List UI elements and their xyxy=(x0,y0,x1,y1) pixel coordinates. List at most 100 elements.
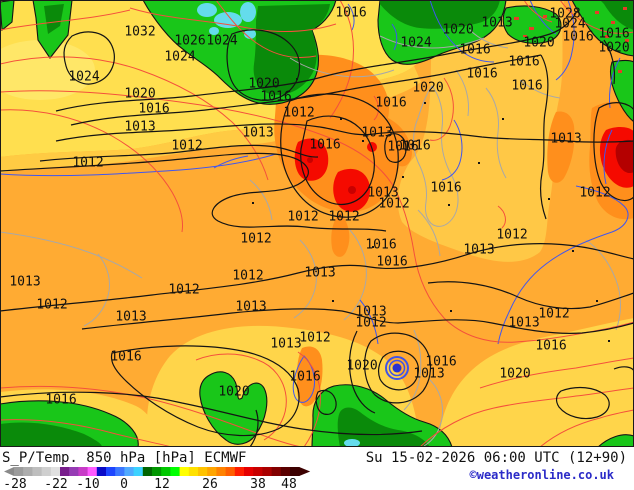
pressure-label: 1016 xyxy=(508,55,539,70)
colorbar-segment xyxy=(23,467,33,476)
colorbar-segment xyxy=(96,467,107,476)
colorbar-segment xyxy=(161,467,171,476)
colorbar-segment xyxy=(207,467,217,476)
pressure-label: 1012 xyxy=(299,331,330,346)
colorbar-segment xyxy=(14,467,24,476)
pressure-label: 1020 xyxy=(346,359,377,374)
isobar-lines xyxy=(0,0,634,448)
pressure-label: 1016 xyxy=(425,355,456,370)
pressure-label: 1020 xyxy=(598,41,629,56)
colorbar-tick-label: -10 xyxy=(76,477,99,490)
colorbar-tick-label: -28 xyxy=(3,477,26,490)
pressure-label: 1016 xyxy=(110,350,141,365)
pressure-label: 1020 xyxy=(248,77,279,92)
pressure-label: 1012 xyxy=(355,316,386,331)
colorbar-segment xyxy=(225,467,236,476)
pressure-label: 1012 xyxy=(579,186,610,201)
legend-bar: S_P/Temp. 850 hPa [hPa] ECMWF Su 15-02-2… xyxy=(0,447,634,490)
pressure-label: 1012 xyxy=(240,232,271,247)
pressure-label: 1012 xyxy=(168,283,199,298)
colorbar-tick-label: 26 xyxy=(202,477,218,490)
colorbar-segment xyxy=(262,467,272,476)
colorbar-segment xyxy=(170,467,180,476)
pressure-label: 1013 xyxy=(361,126,392,141)
colorbar-tick-label: 48 xyxy=(281,477,297,490)
pressure-label: 1016 xyxy=(511,79,542,94)
pressure-label: 1013 xyxy=(124,120,155,135)
product-label: S_P/Temp. 850 hPa [hPa] ECMWF xyxy=(2,450,247,466)
colorbar-segment xyxy=(152,467,162,476)
pressure-label: 1013 xyxy=(115,310,146,325)
pressure-label: 1020 xyxy=(218,385,249,400)
colorbar-segment xyxy=(188,467,199,476)
pressure-label: 1013 xyxy=(550,132,581,147)
colorbar-segment xyxy=(69,467,79,476)
pressure-label: 1013 xyxy=(508,316,539,331)
pressure-label: 1013 xyxy=(270,337,301,352)
pressure-label: 1020 xyxy=(499,367,530,382)
pressure-label: 1024 xyxy=(68,70,99,85)
colorbar-segment xyxy=(142,467,153,476)
colorbar-arrow xyxy=(4,467,14,476)
pressure-label: 1013 xyxy=(235,300,266,315)
pressure-label: 1013 xyxy=(367,186,398,201)
pressure-label: 1013 xyxy=(304,266,335,281)
colorbar-segment xyxy=(234,467,245,476)
pressure-label: 1013 xyxy=(355,305,386,320)
pressure-label: 1016 xyxy=(459,43,490,58)
pressure-label: 1016 xyxy=(562,30,593,45)
colorbar-segment xyxy=(41,467,52,476)
colorbar-segment xyxy=(216,467,226,476)
colorbar-tick-label: 38 xyxy=(250,477,266,490)
pressure-label: 1012 xyxy=(171,139,202,154)
pressure-label: 1024 xyxy=(400,36,431,51)
colorbar-segment xyxy=(244,467,254,476)
pressure-label: 1013 xyxy=(463,243,494,258)
colorbar-segment xyxy=(133,467,144,476)
pressure-label: 1013 xyxy=(481,16,512,31)
colorbar-tick-label: 12 xyxy=(154,477,170,490)
country-border-lines xyxy=(0,29,621,447)
colorbar-segment xyxy=(50,467,61,476)
pressure-label: 1016 xyxy=(535,339,566,354)
colorbar-tick-label: 0 xyxy=(120,477,128,490)
pressure-label: 1016 xyxy=(365,238,396,253)
mountain-speckles xyxy=(252,78,610,342)
pressure-label: 1012 xyxy=(287,210,318,225)
map-area: 1032 1026 1024 1024 1024 1020 1016 1020 1016 1013… xyxy=(0,0,634,448)
pressure-label: 1012 xyxy=(36,298,67,313)
temperature-colorbar: -28 -22 -10 0 12 26 38 48 xyxy=(3,467,311,490)
pressure-label: 1020 xyxy=(412,81,443,96)
pressure-label: 1016 xyxy=(466,67,497,82)
datetime-label: Su 15-02-2026 06:00 UTC (12+90) xyxy=(365,450,627,466)
pressure-label: 1012 xyxy=(496,228,527,243)
pressure-label: 1016 xyxy=(430,181,461,196)
pressure-label: 1012 xyxy=(378,197,409,212)
pressure-label: 1024 xyxy=(164,50,195,65)
pressure-label: 1024 xyxy=(206,34,237,49)
pressure-label: 1024 xyxy=(554,17,585,32)
colorbar-arrow xyxy=(299,467,311,476)
pressure-label: 1012 xyxy=(72,156,103,171)
colorbar-segment xyxy=(106,467,116,476)
copyright-link[interactable]: ©weatheronline.co.uk xyxy=(469,468,615,482)
colorbar-segment xyxy=(60,467,70,476)
pressure-label: 1016 xyxy=(335,6,366,21)
pressure-label: 1016 xyxy=(309,138,340,153)
colorbar-segment xyxy=(253,467,263,476)
pressure-label: 1026 xyxy=(174,34,205,49)
colorbar-segment xyxy=(280,467,291,476)
pressure-label: 1020 xyxy=(442,23,473,38)
colorbar-segment xyxy=(179,467,190,476)
colorbar-segment xyxy=(87,467,98,476)
pressure-label: 1016 xyxy=(138,102,169,117)
colorbar-segment xyxy=(124,467,134,476)
pressure-label: 1032 xyxy=(124,25,155,40)
pressure-label: 1013 xyxy=(413,367,444,382)
pressure-label: 1016 xyxy=(260,90,291,105)
pressure-label: 1012 xyxy=(283,106,314,121)
pressure-label: 1016 xyxy=(375,96,406,111)
colorbar-tick-label: -22 xyxy=(44,477,67,490)
